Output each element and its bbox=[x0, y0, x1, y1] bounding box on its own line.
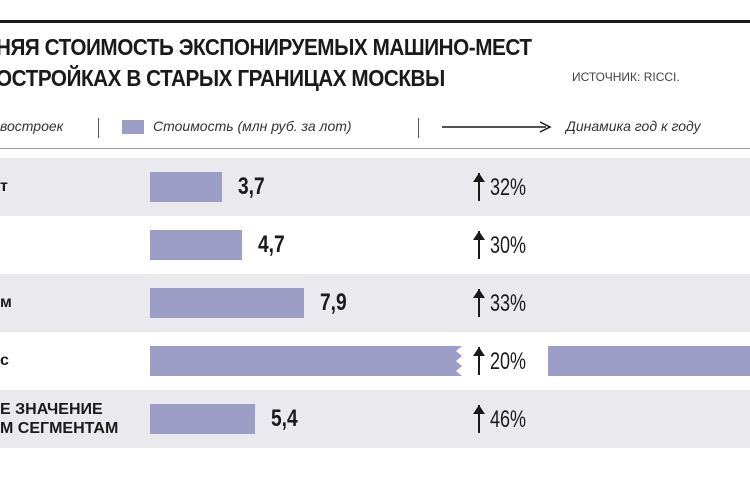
bar bbox=[150, 404, 256, 434]
separator bbox=[418, 118, 419, 138]
legend-arrow bbox=[442, 121, 552, 133]
row-band bbox=[0, 390, 750, 448]
row-band bbox=[0, 158, 750, 216]
row-band bbox=[0, 274, 750, 332]
bar bbox=[150, 172, 223, 202]
chart-title: НЯЯ СТОИМОСТЬ ЭКСПОНИРУЕМЫХ МАШИНО-МЕСТ … bbox=[0, 34, 532, 91]
change-label: 30% bbox=[490, 232, 527, 259]
arrow bbox=[478, 347, 480, 375]
bar bbox=[150, 346, 750, 376]
arrow bbox=[478, 231, 480, 259]
value-label: 4,7 bbox=[257, 231, 285, 258]
arrow bbox=[478, 173, 480, 201]
legend-label: Стоимость (млн руб. за лот) bbox=[153, 118, 352, 134]
arrow-head bbox=[473, 289, 485, 298]
arrow-head bbox=[473, 173, 485, 182]
top-rule bbox=[0, 20, 750, 23]
legend-swatch bbox=[122, 120, 144, 134]
rule bbox=[0, 148, 750, 149]
category-label: т bbox=[0, 178, 8, 195]
arrow-head bbox=[473, 347, 485, 356]
category-title: вострoек bbox=[0, 118, 64, 134]
change-label: 32% bbox=[490, 174, 527, 201]
change-label: 46% bbox=[490, 406, 527, 433]
separator bbox=[98, 118, 99, 138]
change-label: 20% bbox=[490, 348, 527, 375]
value-label: 7,9 bbox=[320, 289, 347, 316]
arrow-head bbox=[473, 231, 485, 240]
value-label: 5,4 bbox=[271, 405, 298, 432]
legend-label: Динамика год к году bbox=[566, 118, 701, 134]
change-label: 33% bbox=[490, 290, 527, 317]
arrow-head bbox=[473, 405, 485, 414]
arrow bbox=[478, 289, 480, 317]
category-label: Е ЗНАЧЕНИЕ М СЕГМЕНТАМ bbox=[0, 401, 119, 437]
row-band bbox=[0, 216, 750, 274]
arrow bbox=[478, 405, 480, 433]
category-label: м bbox=[0, 294, 12, 311]
source: ИСТОЧНИК: RICCI. bbox=[572, 70, 680, 84]
bar bbox=[150, 288, 305, 318]
bar bbox=[150, 230, 242, 260]
category-label: с bbox=[0, 352, 9, 369]
value-label: 3,7 bbox=[238, 173, 265, 200]
broken-bar bbox=[150, 346, 750, 376]
